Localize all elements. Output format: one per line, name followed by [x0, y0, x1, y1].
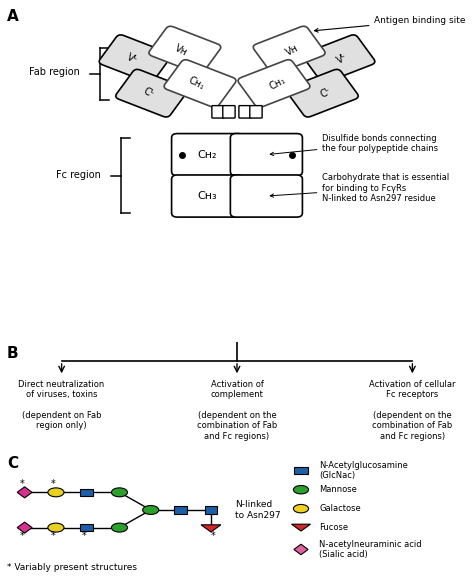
- Text: N-acetylneuraminic acid
(Sialic acid): N-acetylneuraminic acid (Sialic acid): [319, 540, 422, 559]
- Circle shape: [48, 488, 64, 497]
- Text: Disulfide bonds connecting
the four polypeptide chains: Disulfide bonds connecting the four poly…: [270, 133, 438, 156]
- Circle shape: [293, 486, 309, 494]
- Circle shape: [48, 523, 64, 532]
- Text: A: A: [7, 9, 19, 23]
- Text: Activation of cellular
Fc receptors

(dependent on the
combination of Fab
and Fc: Activation of cellular Fc receptors (dep…: [369, 380, 456, 441]
- Text: N-linked
to Asn297: N-linked to Asn297: [235, 500, 280, 519]
- Text: *: *: [51, 531, 56, 541]
- Polygon shape: [201, 525, 221, 532]
- Text: *: *: [20, 531, 25, 541]
- FancyBboxPatch shape: [230, 133, 302, 176]
- Text: Carbohydrate that is essential
for binding to FcγRs
N-linked to Asn297 residue: Carbohydrate that is essential for bindi…: [270, 173, 449, 203]
- FancyBboxPatch shape: [239, 106, 251, 118]
- Text: Fucose: Fucose: [319, 523, 348, 532]
- FancyBboxPatch shape: [238, 60, 310, 107]
- Circle shape: [143, 505, 159, 514]
- Text: Galactose: Galactose: [319, 504, 361, 513]
- FancyBboxPatch shape: [164, 60, 236, 107]
- Text: Cʜ₁: Cʜ₁: [187, 75, 207, 92]
- Text: Activation of
complement

(dependent on the
combination of Fab
and Fc regions): Activation of complement (dependent on t…: [197, 380, 277, 441]
- Text: Vᴸ: Vᴸ: [125, 52, 138, 66]
- Text: Vʜ: Vʜ: [284, 43, 301, 57]
- Text: N-Acetylglucosamine
(GlcNac): N-Acetylglucosamine (GlcNac): [319, 461, 408, 480]
- FancyBboxPatch shape: [172, 175, 244, 217]
- Text: Cʜ₃: Cʜ₃: [198, 191, 218, 201]
- Text: Mannose: Mannose: [319, 485, 357, 494]
- Text: Antigen binding site: Antigen binding site: [314, 16, 466, 32]
- FancyBboxPatch shape: [116, 70, 188, 117]
- Text: Cᴸ: Cᴸ: [142, 87, 155, 100]
- Text: C: C: [7, 456, 18, 471]
- FancyBboxPatch shape: [99, 35, 171, 82]
- FancyBboxPatch shape: [286, 70, 358, 117]
- Circle shape: [111, 488, 128, 497]
- Bar: [80, 489, 93, 496]
- Text: Direct neutralization
of viruses, toxins

(dependent on Fab
region only): Direct neutralization of viruses, toxins…: [18, 380, 105, 430]
- Text: *: *: [82, 531, 86, 541]
- Text: Fc region: Fc region: [56, 170, 100, 180]
- Text: *: *: [211, 531, 216, 541]
- Bar: [80, 524, 93, 531]
- Text: Cᴸ: Cᴸ: [319, 87, 332, 100]
- Bar: [205, 507, 218, 514]
- FancyBboxPatch shape: [303, 35, 375, 82]
- Polygon shape: [292, 524, 310, 531]
- Text: Fab region: Fab region: [29, 67, 80, 77]
- FancyBboxPatch shape: [172, 133, 244, 176]
- Polygon shape: [294, 544, 308, 555]
- FancyBboxPatch shape: [250, 106, 262, 118]
- Polygon shape: [17, 487, 32, 498]
- Text: *: *: [20, 480, 25, 490]
- Text: *: *: [51, 480, 56, 490]
- FancyBboxPatch shape: [149, 26, 221, 74]
- Bar: [294, 467, 308, 474]
- Text: B: B: [7, 346, 19, 361]
- Circle shape: [293, 504, 309, 513]
- Text: * Variably present structures: * Variably present structures: [7, 563, 137, 572]
- Polygon shape: [17, 522, 32, 533]
- Text: Cʜ₁: Cʜ₁: [267, 75, 287, 92]
- FancyBboxPatch shape: [212, 106, 224, 118]
- FancyBboxPatch shape: [253, 26, 325, 74]
- Text: Vʜ: Vʜ: [173, 43, 190, 57]
- FancyBboxPatch shape: [223, 106, 235, 118]
- Text: Cʜ₂: Cʜ₂: [198, 150, 218, 160]
- FancyBboxPatch shape: [230, 175, 302, 217]
- Bar: [174, 507, 187, 514]
- Text: Vᴸ: Vᴸ: [336, 52, 349, 66]
- Circle shape: [111, 523, 128, 532]
